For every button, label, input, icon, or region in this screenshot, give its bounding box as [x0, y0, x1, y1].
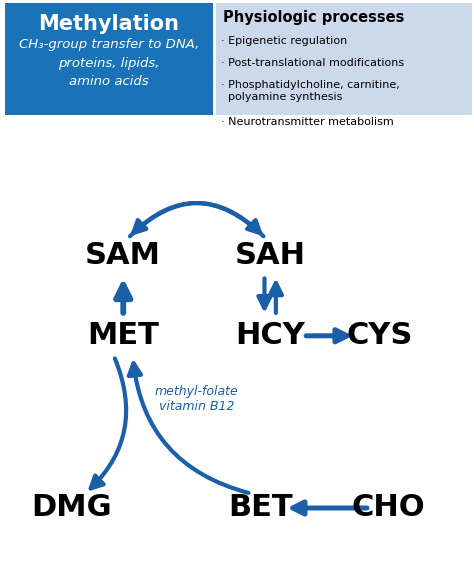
Text: DMG: DMG	[31, 494, 111, 522]
Text: · Epigenetic regulation: · Epigenetic regulation	[221, 36, 347, 46]
Text: MET: MET	[87, 321, 159, 350]
Text: Methylation: Methylation	[38, 14, 180, 34]
FancyBboxPatch shape	[5, 3, 213, 115]
Text: CYS: CYS	[346, 321, 412, 350]
Text: SAM: SAM	[85, 241, 161, 270]
Text: · Neurotransmitter metabolism: · Neurotransmitter metabolism	[221, 117, 394, 126]
Text: methyl-folate
vitamin B12: methyl-folate vitamin B12	[155, 385, 238, 413]
Text: CHO: CHO	[352, 494, 426, 522]
Text: HCY: HCY	[235, 321, 305, 350]
Text: BET: BET	[228, 494, 293, 522]
Text: CH₃-group transfer to DNA,
proteins, lipids,
amino acids: CH₃-group transfer to DNA, proteins, lip…	[19, 38, 199, 88]
Text: Physiologic processes: Physiologic processes	[223, 10, 404, 25]
Text: SAH: SAH	[235, 241, 306, 270]
FancyBboxPatch shape	[216, 3, 472, 115]
Text: · Phosphatidylcholine, carnitine,
  polyamine synthesis: · Phosphatidylcholine, carnitine, polyam…	[221, 80, 400, 102]
Text: · Post-translational modifications: · Post-translational modifications	[221, 58, 404, 68]
